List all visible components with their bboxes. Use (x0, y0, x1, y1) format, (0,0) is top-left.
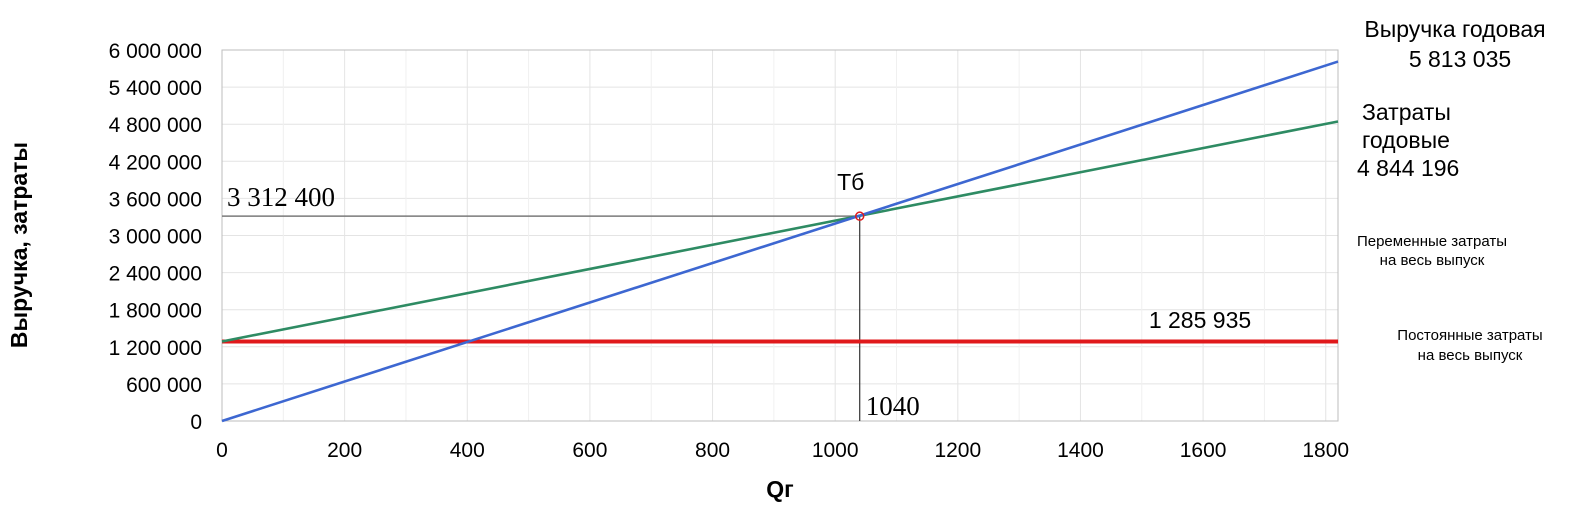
y-tick-label: 4 200 000 (109, 151, 202, 174)
y-tick-label: 3 600 000 (109, 188, 202, 211)
y-tick-label: 1 800 000 (109, 300, 202, 323)
y-tick-label: 4 800 000 (109, 114, 202, 137)
break-even-y-value: 3 312 400 (227, 182, 335, 212)
variable-costs-label-1: Переменные затраты (1357, 233, 1507, 250)
break-even-x-value: 1040 (866, 391, 920, 421)
x-tick-label: 1400 (1057, 439, 1104, 462)
revenue-line (221, 60, 1339, 423)
revenue-annotation-title: Выручка годовая (1364, 16, 1545, 42)
x-tick-label: 1200 (934, 439, 981, 462)
x-tick-label: 600 (572, 439, 607, 462)
break-even-guides (222, 215, 861, 421)
y-tick-label: 3 000 000 (109, 226, 202, 249)
total-costs-line (221, 120, 1339, 343)
y-tick-label: 5 400 000 (109, 77, 202, 100)
x-tick-label: 1600 (1180, 439, 1227, 462)
y-tick-labels: 0 600 000 1 200 000 1 800 000 2 400 000 3 000… (109, 40, 202, 434)
plot-frame (221, 49, 1339, 422)
x-tick-label: 200 (327, 439, 362, 462)
costs-annotation-value: 4 844 196 (1357, 155, 1459, 181)
series-lines (221, 60, 1339, 423)
y-tick-label: 0 (190, 411, 202, 434)
costs-annotation-title-2: годовые (1362, 127, 1450, 153)
variable-costs-label-2: на весь выпуск (1380, 252, 1485, 269)
fixed-costs-value: 1 285 935 (1149, 307, 1251, 333)
y-axis-title: Выручка, затраты (6, 142, 32, 348)
break-even-label: Тб (837, 169, 864, 195)
y-tick-label: 2 400 000 (109, 263, 202, 286)
costs-annotation-title-1: Затраты (1362, 99, 1451, 125)
fixed-costs-label-1: Постоянные затраты (1397, 327, 1542, 344)
x-tick-label: 1800 (1302, 439, 1349, 462)
x-tick-label: 400 (450, 439, 485, 462)
x-axis-title: Qг (766, 476, 793, 502)
break-even-point (854, 211, 865, 221)
y-tick-label: 6 000 000 (109, 40, 202, 63)
x-tick-label: 1000 (812, 439, 859, 462)
y-tick-label: 1 200 000 (109, 337, 202, 360)
fixed-costs-label-2: на весь выпуск (1418, 347, 1523, 364)
x-tick-label: 0 (216, 439, 228, 462)
grid (221, 49, 1338, 422)
x-tick-label: 800 (695, 439, 730, 462)
y-tick-label: 600 000 (126, 374, 202, 397)
revenue-annotation-value: 5 813 035 (1409, 46, 1511, 72)
x-tick-labels: 0 200 400 600 800 1000 1200 1400 1600 1800 (216, 439, 1349, 462)
